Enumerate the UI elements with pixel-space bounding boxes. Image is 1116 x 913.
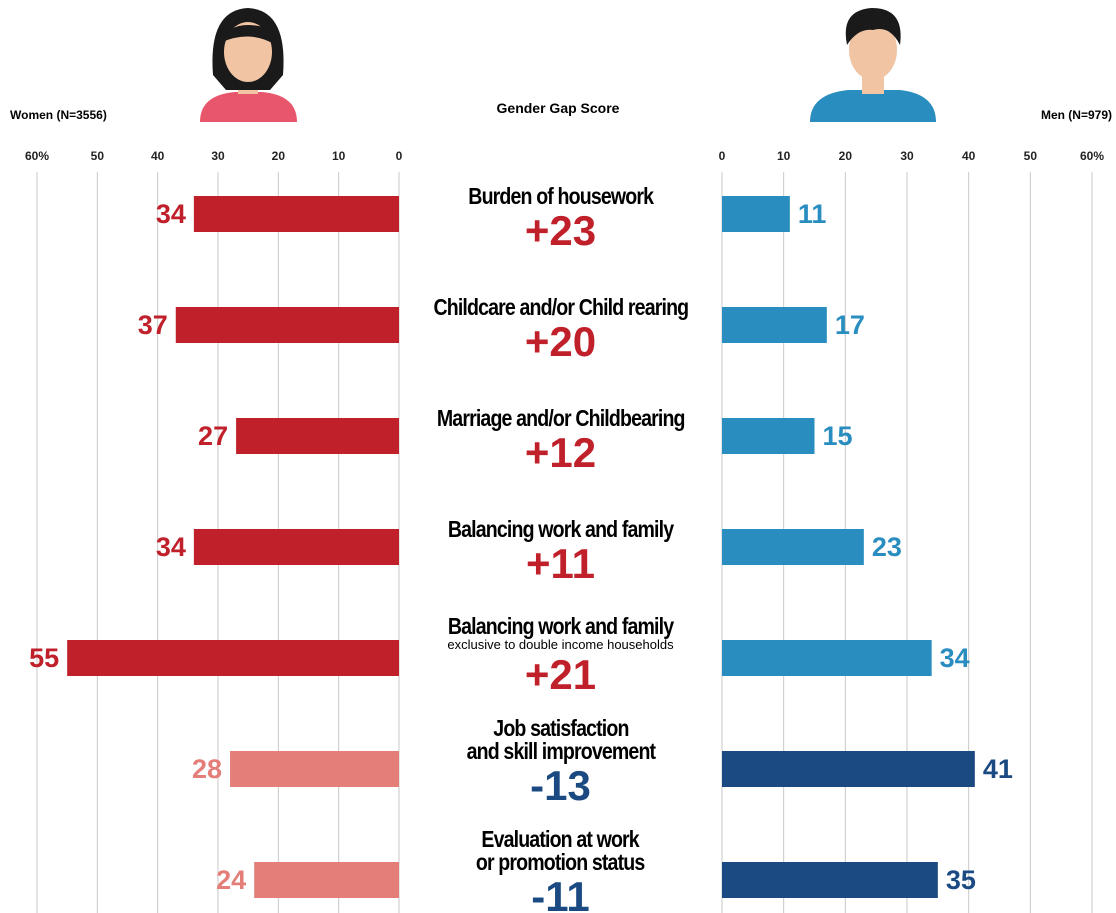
category-label: Burden of housework xyxy=(468,183,654,209)
category-label: Job satisfaction and skill improvement xyxy=(466,715,655,764)
x-tick-label: 50 xyxy=(1024,149,1038,163)
value-label: 41 xyxy=(983,754,1013,784)
gap-score: -13 xyxy=(530,762,591,809)
bar xyxy=(230,751,399,787)
x-tick-label: 20 xyxy=(839,149,853,163)
category-note: exclusive to double income households xyxy=(447,637,674,652)
category: Marriage and/or Childbearing +12 xyxy=(399,407,722,476)
value-label: 55 xyxy=(29,643,59,673)
bar xyxy=(722,418,815,454)
x-tick-label: 60% xyxy=(1080,149,1104,163)
category-label: Balancing work and family xyxy=(447,613,674,639)
bar xyxy=(236,418,399,454)
gap-score: +11 xyxy=(526,540,595,587)
value-label: 24 xyxy=(216,865,246,895)
category-label: Evaluation at work or promotion status xyxy=(476,826,645,875)
category: Job satisfaction and skill improvement -1… xyxy=(399,717,722,809)
grid xyxy=(36,172,1093,913)
value-label: 23 xyxy=(872,532,902,562)
value-label: 15 xyxy=(823,421,853,451)
bar xyxy=(175,307,399,343)
x-tick-label: 50 xyxy=(91,149,105,163)
value-label: 28 xyxy=(192,754,222,784)
gap-score: -11 xyxy=(531,873,590,913)
value-label: 34 xyxy=(940,643,970,673)
value-label: 17 xyxy=(835,310,865,340)
x-tick-label: 30 xyxy=(900,149,914,163)
value-label: 27 xyxy=(198,421,228,451)
x-tick-label: 60% xyxy=(25,149,49,163)
value-label: 35 xyxy=(946,865,976,895)
x-tick-label: 20 xyxy=(272,149,286,163)
category-label: Balancing work and family xyxy=(447,516,674,542)
value-label: 34 xyxy=(156,199,186,229)
x-tick-label: 40 xyxy=(151,149,165,163)
bar xyxy=(722,751,975,787)
bar xyxy=(254,862,399,898)
legend-women: Women (N=3556) xyxy=(10,108,107,122)
value-label: 34 xyxy=(156,532,186,562)
category: Balancing work and family exclusive to do… xyxy=(399,615,722,698)
gap-score: +23 xyxy=(524,207,597,254)
category-label: Marriage and/or Childbearing xyxy=(436,405,686,431)
chart-title: Gender Gap Score xyxy=(496,100,620,116)
value-label: 11 xyxy=(798,199,827,229)
x-tick-label: 0 xyxy=(719,149,726,163)
x-tick-label: 10 xyxy=(777,149,791,163)
bar xyxy=(722,307,827,343)
man-icon xyxy=(810,8,936,122)
category: Balancing work and family +11 xyxy=(399,518,722,587)
legend-men: Men (N=979) xyxy=(1040,108,1112,122)
gap-score: +20 xyxy=(524,318,597,365)
bar xyxy=(722,529,864,565)
category: Childcare and/or Child rearing +20 xyxy=(399,296,722,365)
bar xyxy=(722,196,790,232)
gap-score: +21 xyxy=(524,651,597,698)
category: Burden of housework +23 xyxy=(399,185,722,254)
category: Evaluation at work or promotion status -1… xyxy=(399,828,722,913)
value-label: 37 xyxy=(138,310,168,340)
gap-score: +12 xyxy=(524,429,597,476)
bar xyxy=(193,529,399,565)
x-tick-label: 40 xyxy=(962,149,976,163)
woman-icon xyxy=(200,8,297,122)
x-tick-label: 30 xyxy=(211,149,225,163)
bar xyxy=(193,196,399,232)
category-label: Childcare and/or Child rearing xyxy=(433,294,689,320)
x-tick-label: 10 xyxy=(332,149,346,163)
x-tick-label: 0 xyxy=(396,149,403,163)
bar xyxy=(67,640,400,676)
bar xyxy=(722,862,938,898)
bar xyxy=(722,640,932,676)
